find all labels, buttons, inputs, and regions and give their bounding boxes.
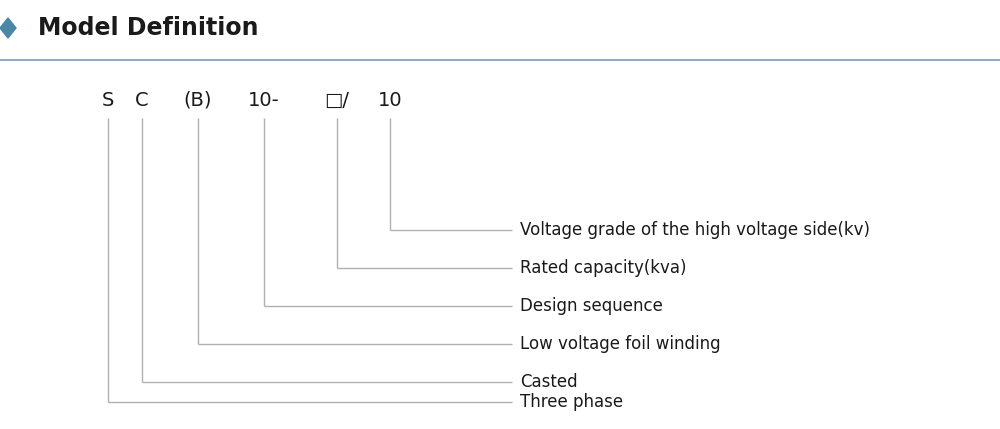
Polygon shape (0, 18, 16, 38)
Text: 10-: 10- (248, 91, 280, 109)
Text: □/: □/ (324, 91, 350, 109)
Text: Casted: Casted (520, 373, 578, 391)
Text: Three phase: Three phase (520, 393, 623, 411)
Text: (B): (B) (184, 91, 212, 109)
Text: S: S (102, 91, 114, 109)
Text: C: C (135, 91, 149, 109)
Text: Rated capacity(kva): Rated capacity(kva) (520, 259, 686, 277)
Text: Low voltage foil winding: Low voltage foil winding (520, 335, 721, 353)
Text: 10: 10 (378, 91, 402, 109)
Text: Voltage grade of the high voltage side(kv): Voltage grade of the high voltage side(k… (520, 221, 870, 239)
Text: Design sequence: Design sequence (520, 297, 663, 315)
Text: Model Definition: Model Definition (38, 16, 258, 40)
